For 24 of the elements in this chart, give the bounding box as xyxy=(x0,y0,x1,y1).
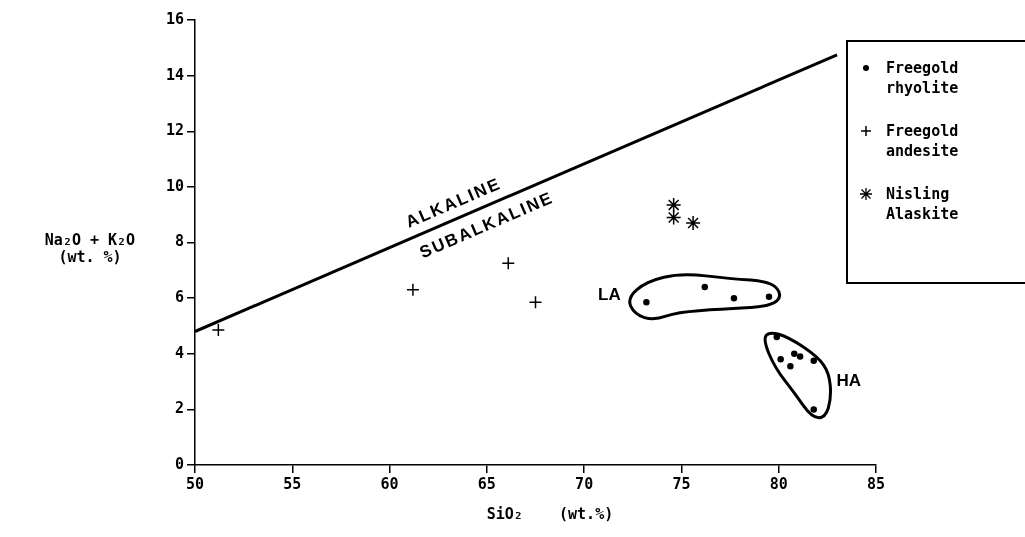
x-tick-label: 75 xyxy=(672,474,691,493)
y-tick-label: 14 xyxy=(165,65,184,84)
y-tick-label: 8 xyxy=(174,232,184,251)
annotation: HA xyxy=(836,371,862,391)
y-tick-label: 2 xyxy=(174,399,184,418)
x-tick-label: 50 xyxy=(185,474,205,493)
x-axis-title: SiO₂ (wt.%) xyxy=(485,505,615,523)
y-tick-label: 4 xyxy=(174,343,184,362)
y-tick-label: 0 xyxy=(174,454,184,473)
y-tick-label: 16 xyxy=(165,9,184,28)
legend-label: Freegold rhyolite xyxy=(886,58,960,98)
annotation: LA xyxy=(598,285,621,305)
legend-label: Freegold andesite xyxy=(886,121,960,161)
x-tick-label: 80 xyxy=(769,474,788,493)
legend-label: Nisling Alaskite xyxy=(886,184,960,224)
x-tick-label: 85 xyxy=(866,474,886,493)
x-tick-label: 65 xyxy=(477,474,496,493)
y-tick-label: 10 xyxy=(165,176,184,195)
x-tick-label: 55 xyxy=(283,474,302,493)
y-tick-label: 12 xyxy=(165,121,184,140)
x-tick-label: 70 xyxy=(575,474,594,493)
y-tick-label: 6 xyxy=(174,288,184,307)
y-axis-title: Na₂O + K₂O (wt. %) xyxy=(44,231,136,266)
x-tick-label: 60 xyxy=(380,474,399,493)
